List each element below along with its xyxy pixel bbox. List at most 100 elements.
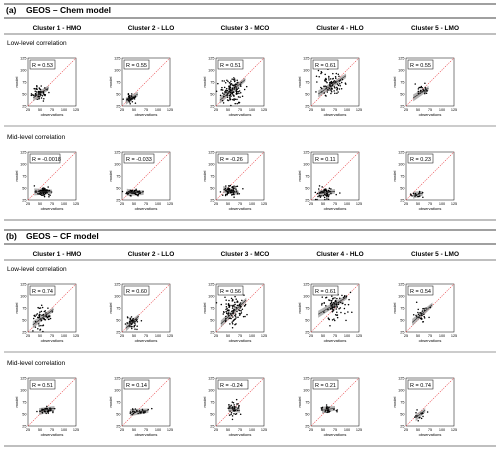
- y-tick-label: 25: [400, 331, 404, 335]
- data-point: [337, 91, 339, 93]
- x-tick-label: 25: [120, 108, 124, 112]
- r-value: R = 0.51: [220, 63, 241, 69]
- data-point: [238, 312, 241, 315]
- x-tick-label: 125: [261, 108, 267, 112]
- data-point: [238, 92, 240, 95]
- data-point: [326, 190, 328, 192]
- data-point: [37, 316, 40, 319]
- data-point: [409, 193, 412, 195]
- data-point: [225, 308, 227, 311]
- r-value: R = -0.033: [126, 157, 152, 163]
- x-axis-label: observations: [229, 432, 252, 437]
- r-value: R = 0.55: [126, 63, 147, 69]
- data-point: [33, 185, 36, 187]
- data-point: [226, 192, 229, 195]
- data-point: [332, 309, 335, 311]
- data-point: [127, 93, 130, 95]
- y-tick-label: 75: [210, 401, 214, 405]
- data-point: [330, 188, 332, 190]
- x-tick-label: 50: [226, 108, 230, 112]
- data-point: [340, 301, 342, 304]
- data-point: [129, 189, 132, 192]
- plot-frame: [310, 151, 360, 201]
- data-point: [131, 319, 134, 322]
- data-point: [234, 301, 236, 304]
- x-tick-label: 75: [333, 108, 337, 112]
- data-point: [424, 82, 426, 84]
- data-point: [416, 409, 418, 411]
- data-point: [236, 192, 239, 195]
- y-tick-label: 100: [398, 295, 404, 299]
- data-point: [331, 298, 334, 300]
- data-point: [233, 309, 235, 311]
- x-tick-label: 25: [26, 108, 30, 112]
- y-tick-label: 125: [303, 151, 309, 155]
- data-point: [132, 412, 135, 415]
- scatter-points: [320, 288, 353, 327]
- data-point: [344, 312, 346, 315]
- data-point: [239, 307, 241, 309]
- text-layer: (a) GEOS – Chem model Cluster 1 - HMO Clust…: [6, 5, 459, 437]
- data-point: [325, 296, 327, 299]
- data-point: [314, 191, 317, 194]
- data-point: [422, 415, 424, 418]
- x-tick-label: 25: [309, 428, 313, 432]
- data-point: [41, 194, 43, 196]
- one-to-one-line: [121, 57, 171, 107]
- data-point: [137, 191, 140, 193]
- data-point: [332, 77, 334, 80]
- data-point: [327, 407, 329, 409]
- data-point: [234, 187, 236, 189]
- data-point: [130, 323, 133, 326]
- data-point: [320, 304, 323, 306]
- y-tick-label: 50: [22, 187, 26, 191]
- data-point: [229, 97, 231, 100]
- scatter-points: [320, 404, 339, 414]
- fit-line: [413, 192, 423, 196]
- data-point: [320, 72, 322, 75]
- data-point: [327, 317, 330, 319]
- confidence-band: [413, 86, 429, 102]
- data-point: [324, 411, 326, 413]
- data-point: [328, 75, 330, 78]
- data-point: [418, 86, 420, 89]
- data-point: [329, 325, 331, 327]
- data-point: [232, 94, 234, 96]
- data-point: [41, 314, 43, 316]
- data-point: [321, 296, 323, 298]
- cluster-header: Cluster 1 - HMO: [33, 25, 82, 32]
- y-tick-label: 50: [305, 413, 309, 417]
- plot-frame: [310, 377, 360, 427]
- data-point: [236, 102, 238, 105]
- y-tick-label: 75: [116, 307, 120, 311]
- data-point: [326, 91, 329, 93]
- data-point: [423, 317, 426, 319]
- x-tick-label: 125: [261, 334, 267, 338]
- data-point: [236, 92, 238, 94]
- data-point: [320, 87, 323, 90]
- data-point: [235, 317, 237, 319]
- data-point: [235, 190, 238, 192]
- data-point: [137, 412, 139, 415]
- y-axis-label: model: [392, 170, 397, 181]
- data-point: [321, 302, 323, 305]
- data-point: [415, 412, 417, 414]
- r-value-box: [407, 153, 434, 164]
- x-tick-label: 100: [344, 334, 350, 338]
- confidence-band: [415, 407, 426, 422]
- x-tick-label: 50: [38, 428, 42, 432]
- data-point: [425, 307, 427, 309]
- y-axis-label: model: [297, 396, 302, 407]
- data-point: [331, 88, 334, 90]
- x-tick-label: 25: [26, 428, 30, 432]
- data-point: [417, 195, 419, 198]
- data-point: [128, 95, 131, 97]
- x-tick-label: 25: [214, 108, 218, 112]
- data-point: [221, 86, 223, 89]
- data-point: [234, 413, 237, 415]
- data-point: [420, 85, 423, 88]
- data-point: [330, 301, 333, 304]
- data-point: [244, 315, 246, 318]
- data-point: [326, 196, 328, 198]
- data-point: [334, 92, 336, 94]
